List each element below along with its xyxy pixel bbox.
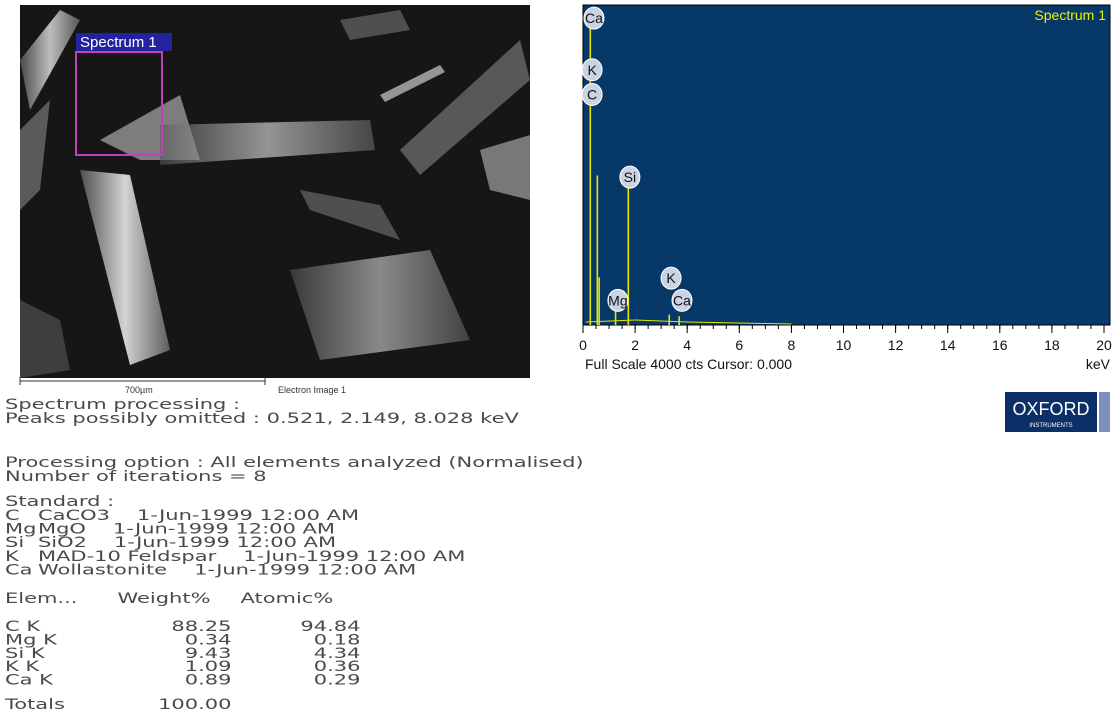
column-header: Elem... <box>5 590 77 606</box>
logo-subtitle: INSTRUMENTS <box>1029 423 1072 429</box>
peak-label: Ca <box>673 292 691 308</box>
peak-marker <box>607 288 629 312</box>
baseline <box>585 319 792 325</box>
weight-cell: 1.09 <box>185 659 232 675</box>
x-tick-label: 10 <box>836 337 852 353</box>
logo-name: OXFORD <box>1012 399 1089 419</box>
peak-label: Mg <box>608 292 627 308</box>
standard-name: MgO <box>38 521 86 537</box>
scale-bar: 700µm <box>125 385 153 395</box>
text-line: Number of iterations = 8 <box>5 468 267 484</box>
column-header: Atomic% <box>241 590 334 606</box>
standard-date: 1-Jun-1999 12:00 AM <box>194 562 416 578</box>
x-tick-label: 16 <box>992 337 1008 353</box>
heading: Standard : <box>5 493 114 509</box>
x-tick-label: 12 <box>888 337 904 353</box>
standard-name: CaCO3 <box>38 507 110 523</box>
peak-label: Ca <box>585 10 603 26</box>
heading: Spectrum processing : <box>5 396 240 412</box>
report-text: Spectrum processing : Peaks possibly omi… <box>4 396 584 712</box>
element: Ca <box>5 562 33 578</box>
element-cell: Mg K <box>5 632 58 648</box>
element: C <box>5 507 20 523</box>
element: K <box>5 548 20 564</box>
weight-cell: 0.34 <box>185 632 232 648</box>
peak-marker <box>660 266 682 290</box>
standard-row: Si SiO2 1-Jun-1999 12:00 AM <box>5 535 336 551</box>
weight-cell: 88.25 <box>171 618 231 634</box>
x-tick-label: 6 <box>735 337 743 353</box>
peak-label: Si <box>624 169 636 185</box>
weight-cell: 0.89 <box>185 672 232 688</box>
standard-date: 1-Jun-1999 12:00 AM <box>243 548 465 564</box>
element-cell: Ca K <box>5 672 54 688</box>
peak-marker <box>583 6 605 30</box>
spectrum-footer: Full Scale 4000 cts Cursor: 0.000 <box>585 356 792 372</box>
standard-name: Wollastonite <box>38 562 167 578</box>
atomic-cell: 0.29 <box>314 672 361 688</box>
x-tick-label: 18 <box>1044 337 1060 353</box>
x-unit: keV <box>1086 356 1111 372</box>
x-tick-label: 14 <box>940 337 956 353</box>
peak-marker <box>581 58 603 82</box>
x-tick-label: 20 <box>1096 337 1112 353</box>
peak-label: K <box>587 62 597 78</box>
image-caption: Electron Image 1 <box>278 385 346 395</box>
peak-label: K <box>666 270 676 286</box>
x-tick-label: 8 <box>788 337 796 353</box>
peak-marker <box>619 165 641 189</box>
spectrum: Spectrum 1 Full Scale 4000 cts Cursor: 0… <box>579 4 1112 372</box>
text-line: Processing option : All elements analyze… <box>5 454 584 470</box>
logo: OXFORD INSTRUMENTS <box>1005 392 1110 432</box>
standard-row: K MAD-10 Feldspar 1-Jun-1999 12:00 AM <box>5 548 465 564</box>
peak-marker <box>581 82 603 106</box>
standard-row: C CaCO3 1-Jun-1999 12:00 AM <box>5 507 359 523</box>
sem-image: Spectrum 1 700µm Electron Image 1 <box>19 5 530 395</box>
standard-name: SiO2 <box>38 535 87 551</box>
standard-date: 1-Jun-1999 12:00 AM <box>114 535 336 551</box>
region-label: Spectrum 1 <box>80 34 157 51</box>
element-cell: K K <box>5 659 41 675</box>
weight-cell: 9.43 <box>185 645 232 661</box>
element: Mg <box>5 521 36 537</box>
text-line: Peaks possibly omitted : 0.521, 2.149, 8… <box>5 410 520 426</box>
standard-date: 1-Jun-1999 12:00 AM <box>113 521 335 537</box>
spectrum-title: Spectrum 1 <box>1034 7 1106 23</box>
element-cell: Si K <box>5 645 46 661</box>
atomic-cell: 4.34 <box>314 645 361 661</box>
element: Si <box>5 535 24 551</box>
totals-label: Totals <box>4 696 65 712</box>
standard-name: MAD-10 Feldspar <box>38 548 217 564</box>
peak-marker <box>671 288 693 312</box>
column-header: Weight% <box>118 590 211 606</box>
standard-date: 1-Jun-1999 12:00 AM <box>137 507 359 523</box>
atomic-cell: 0.36 <box>314 659 361 675</box>
x-tick-label: 4 <box>683 337 691 353</box>
standard-row: Ca Wollastonite 1-Jun-1999 12:00 AM <box>5 562 416 578</box>
element-cell: C K <box>5 618 42 634</box>
standard-row: Mg MgO 1-Jun-1999 12:00 AM <box>5 521 335 537</box>
atomic-cell: 94.84 <box>300 618 360 634</box>
totals-value: 100.00 <box>158 696 231 712</box>
x-tick-label: 0 <box>579 337 587 353</box>
peak-label: C <box>587 86 597 102</box>
atomic-cell: 0.18 <box>314 632 361 648</box>
x-tick-label: 2 <box>631 337 639 353</box>
